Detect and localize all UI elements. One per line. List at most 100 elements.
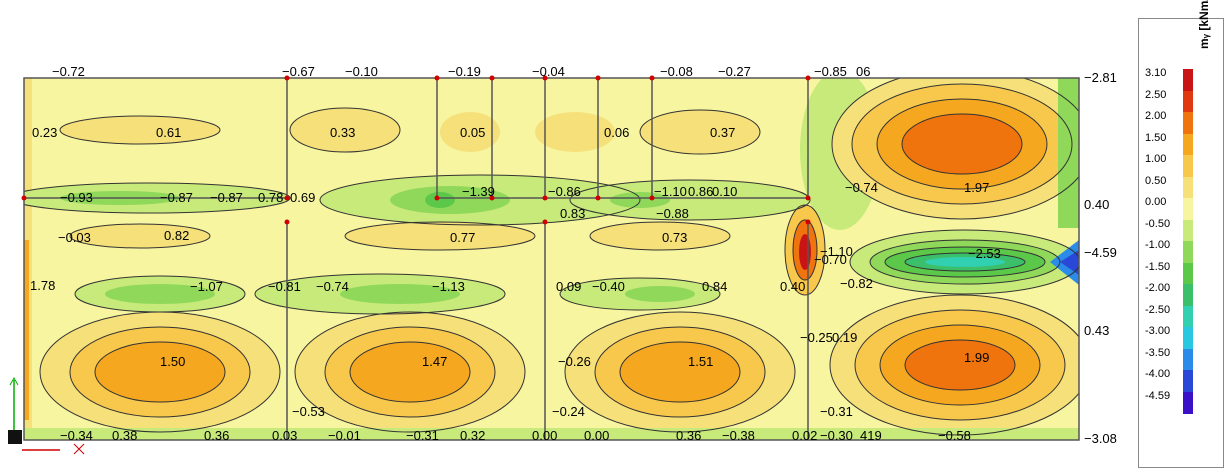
field-label: −1.10 — [820, 244, 853, 259]
legend-value: 2.00 — [1145, 110, 1167, 122]
legend-swatch — [1183, 133, 1193, 156]
contour-lines — [24, 78, 1079, 436]
legend-value: -4.00 — [1145, 368, 1171, 380]
bottom-label: 0.38 — [112, 428, 137, 443]
legend-value: 1.50 — [1145, 131, 1167, 144]
bottom-label: −0.58 — [938, 428, 971, 443]
bottom-label: −0.01 — [328, 428, 361, 443]
field-label: 0.19 — [832, 330, 857, 345]
bottom-label: 0.00 — [584, 428, 609, 443]
field-label: 0.33 — [330, 125, 355, 140]
legend-value: 1.00 — [1145, 153, 1167, 165]
bottom-label: 0.36 — [204, 428, 229, 443]
field-label: −0.53 — [292, 404, 325, 419]
legend-swatch — [1183, 284, 1193, 306]
field-label: −0.74 — [316, 279, 349, 294]
right-label: 0.40 — [1084, 197, 1109, 212]
field-label: 0.77 — [450, 230, 475, 245]
bottom-label: 0.03 — [272, 428, 297, 443]
field-label: 0.23 — [32, 125, 57, 140]
field-label: −0.81 — [268, 279, 301, 294]
field-label: −0.03 — [58, 230, 91, 245]
field-label: 1.97 — [964, 180, 989, 195]
field-label: 0.69 — [290, 190, 315, 205]
legend-swatch — [1183, 69, 1193, 91]
legend-swatch — [1183, 348, 1193, 371]
field-label: −0.74 — [845, 180, 878, 195]
field-label: −0.70 — [814, 252, 847, 267]
structure-lines — [23, 77, 1080, 441]
bottom-label: 419 — [860, 428, 882, 443]
legend-value: 3.10 — [1145, 67, 1167, 79]
legend-value: -3.00 — [1145, 325, 1171, 337]
legend-title: mᵧ [kNm/m] — [1197, 0, 1211, 49]
legend-swatch — [1183, 391, 1193, 414]
top-label: −0.72 — [52, 64, 85, 79]
field-label: 1.99 — [964, 350, 989, 365]
bottom-label: 0.36 — [676, 428, 701, 443]
field-label: −2.53 — [968, 246, 1001, 261]
legend-swatch — [1183, 370, 1193, 392]
field-label: −1.10 — [654, 184, 687, 199]
field-label: 1.78 — [30, 278, 55, 293]
legend-value: -2.00 — [1145, 282, 1171, 294]
field-label: −0.93 — [60, 190, 93, 205]
support-markers — [21, 75, 811, 225]
legend-value: 0.00 — [1145, 196, 1167, 208]
field-label: −0.40 — [592, 279, 625, 294]
field-label: −0.82 — [840, 276, 873, 291]
field-label: 0.09 — [556, 279, 581, 294]
legend-swatch — [1183, 262, 1193, 285]
top-label: −0.27 — [718, 64, 751, 79]
field-label: 0.86 — [688, 184, 713, 199]
field-label: 0.61 — [156, 125, 181, 140]
bottom-label: −0.30 — [820, 428, 853, 443]
field-label: 0.40 — [780, 279, 805, 294]
top-label: −0.19 — [448, 64, 481, 79]
bottom-label: −0.38 — [722, 428, 755, 443]
bottom-label: −0.31 — [406, 428, 439, 443]
field-label: 0.82 — [164, 228, 189, 243]
field-label: 0.37 — [710, 125, 735, 140]
legend-value: -4.59 — [1145, 389, 1171, 402]
field-label: 0.05 — [460, 125, 485, 140]
top-label: −0.08 — [660, 64, 693, 79]
legend-value: -1.00 — [1145, 239, 1171, 251]
field-label: −0.24 — [552, 404, 585, 419]
axis-triad-icon — [8, 376, 85, 455]
contour-fills — [24, 78, 1079, 440]
right-label: 0.43 — [1084, 323, 1109, 338]
right-label: −3.08 — [1084, 431, 1117, 446]
legend-value: -3.50 — [1145, 346, 1171, 359]
legend-value: -0.50 — [1145, 217, 1171, 230]
field-label: 0.10 — [712, 184, 737, 199]
legend-swatch — [1183, 112, 1193, 134]
field-label: −0.87 — [210, 190, 243, 205]
top-label: −0.85 — [814, 64, 847, 79]
field-label: −0.87 — [160, 190, 193, 205]
field-label: −0.26 — [558, 354, 591, 369]
legend-swatch — [1183, 90, 1193, 113]
color-legend: mᵧ [kNm/m] 3.10 2.50 2.00 1.50 1.00 0.50 0.00 -… — [1138, 0, 1224, 468]
field-label: −0.88 — [656, 206, 689, 221]
field-label: −0.86 — [548, 184, 581, 199]
field-label: −1.39 — [462, 184, 495, 199]
legend-value: -1.50 — [1145, 260, 1171, 273]
field-label: 1.50 — [160, 354, 185, 369]
bottom-label: 0.00 — [532, 428, 557, 443]
right-label: −4.59 — [1084, 245, 1117, 260]
field-label: 0.73 — [662, 230, 687, 245]
contour-plot: −0.72 −0.67 −0.10 −0.19 −0.04 −0.08 −0.2… — [8, 64, 1117, 455]
right-labels: −2.81 0.40 −4.59 0.43 −3.08 — [1084, 70, 1117, 446]
field-label: −1.07 — [190, 279, 223, 294]
legend-swatch — [1183, 198, 1193, 220]
field-label: 1.47 — [422, 354, 447, 369]
legend-swatch — [1183, 241, 1193, 263]
legend-swatch — [1183, 327, 1193, 349]
legend-swatch — [1183, 305, 1193, 328]
legend-value: 0.50 — [1145, 174, 1167, 187]
field-label: −0.25 — [800, 330, 833, 345]
legend-value: -2.50 — [1145, 303, 1171, 316]
field-label: 0.83 — [560, 206, 585, 221]
field-labels: 0.23 0.61 0.33 0.05 0.06 0.37 −0.93 −0.8… — [30, 125, 1001, 419]
